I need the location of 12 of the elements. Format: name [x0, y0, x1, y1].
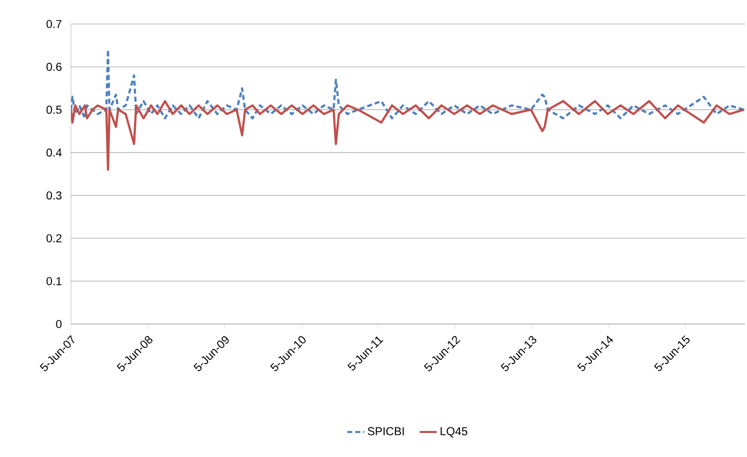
y-tick-label: 0 [56, 320, 62, 328]
legend-label: SPICBI [368, 427, 404, 436]
y-tick-label: 0.7 [46, 20, 62, 28]
y-tick-label: 0.3 [46, 191, 62, 200]
y-tick-label: 0.1 [46, 277, 62, 286]
y-tick-label: 0.5 [46, 106, 62, 114]
line-series [71, 48, 746, 120]
y-tick-label: 0.2 [46, 234, 62, 242]
y-tick-label: 0.6 [46, 62, 62, 71]
line-series [71, 100, 746, 171]
legend-label: LQ45 [440, 427, 468, 438]
y-tick-label: 0.4 [46, 148, 62, 157]
